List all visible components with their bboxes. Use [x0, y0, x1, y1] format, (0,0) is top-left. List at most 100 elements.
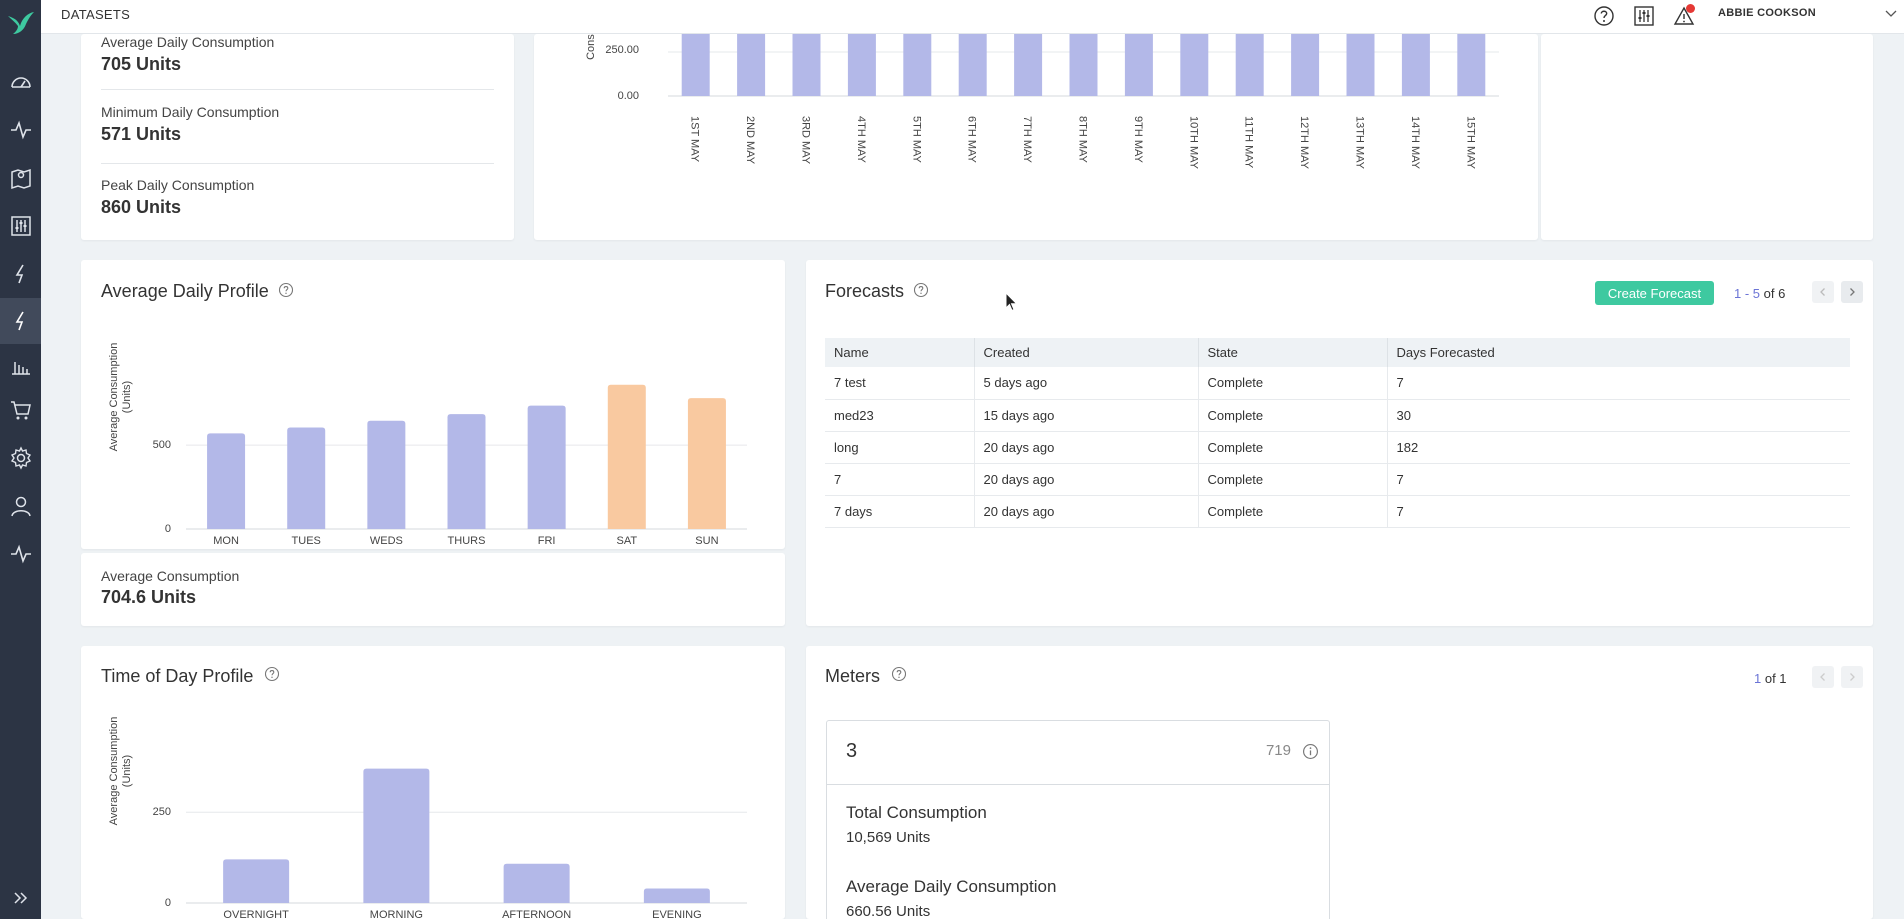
help-circle-icon[interactable] — [913, 282, 929, 298]
y-tick-label: 0 — [165, 523, 171, 535]
sliders-settings-icon[interactable] — [1632, 4, 1656, 28]
card-title: Time of Day Profile — [101, 666, 254, 686]
chart-bar — [1457, 34, 1486, 96]
column-header-state[interactable]: State — [1198, 338, 1388, 367]
lightning-icon[interactable] — [0, 298, 41, 344]
x-tick-label: 6TH MAY — [966, 116, 978, 164]
table-row[interactable]: 7 test 5 days ago Complete 7 — [825, 367, 1850, 400]
meter-card-header: 3 719 — [827, 721, 1329, 785]
cell-days: 7 — [1387, 463, 1850, 496]
shopping-cart-icon[interactable] — [4, 390, 37, 430]
y-tick-label: 500 — [153, 439, 171, 451]
y-axis-label-line: Average Consumption — [108, 343, 120, 452]
pager-total: of 6 — [1760, 286, 1786, 301]
x-tick-label: 3RD MAY — [800, 116, 812, 165]
x-tick-label: 4TH MAY — [855, 116, 867, 164]
stat-value: 571 Units — [101, 124, 182, 144]
user-icon[interactable] — [4, 486, 37, 526]
help-circle-icon[interactable] — [278, 282, 294, 298]
x-tick-label: 12TH MAY — [1298, 116, 1310, 170]
daily-consumption-card: 250.00 0.00 Consu 1ST MAY 2ND MAY 3RD MAY 4TH … — [534, 28, 1538, 240]
help-icon[interactable] — [1592, 4, 1616, 28]
chevron-left-icon — [1820, 288, 1825, 296]
chart-bar — [1346, 34, 1375, 96]
x-tick-label: SUN — [695, 535, 718, 547]
info-icon[interactable] — [1302, 743, 1319, 760]
alert-warning-icon[interactable] — [1672, 4, 1696, 28]
chart-bar — [1291, 34, 1320, 96]
cell-name: 7 — [825, 463, 975, 496]
bird-logo-icon[interactable] — [6, 10, 36, 36]
help-circle-icon[interactable] — [891, 666, 907, 682]
x-tick-label: TUES — [292, 535, 321, 547]
chart-bar — [1069, 34, 1098, 96]
activity-pulse-icon[interactable] — [4, 534, 37, 574]
prev-page-button[interactable] — [1812, 281, 1834, 303]
stat-label: Average Consumption — [101, 568, 240, 584]
time-of-day-profile-card: Time of Day Profile 0 250 Average Consumpt… — [81, 646, 785, 919]
chart-bar — [503, 863, 570, 903]
cell-created: 20 days ago — [974, 431, 1199, 464]
prev-page-button[interactable] — [1812, 666, 1834, 688]
cell-created: 5 days ago — [974, 367, 1199, 400]
chevron-down-icon[interactable] — [1884, 7, 1898, 21]
user-menu[interactable]: ABBIE COOKSON — [1718, 7, 1817, 19]
sliders-icon[interactable] — [4, 206, 37, 246]
y-axis-label: Average Consumption (Units) — [108, 717, 133, 826]
column-header-name[interactable]: Name — [825, 338, 975, 367]
table-row[interactable]: 7 20 days ago Complete 7 — [825, 463, 1850, 496]
pager-current: 1 — [1754, 671, 1762, 686]
x-tick-label: 8TH MAY — [1077, 116, 1089, 164]
cell-state: Complete — [1198, 367, 1388, 400]
chart-bar — [223, 859, 290, 903]
meter-name: 3 — [846, 740, 858, 762]
chart-bar — [447, 414, 486, 529]
cell-days: 7 — [1387, 367, 1850, 400]
x-tick-label: THURS — [448, 535, 486, 547]
chart-bar — [207, 433, 246, 529]
pager-start: 1 — [1734, 286, 1742, 301]
card-title: Meters — [825, 666, 881, 686]
dashboard-gauge-icon[interactable] — [4, 62, 37, 102]
activity-pulse-icon[interactable] — [4, 110, 37, 150]
chart-bar — [1401, 34, 1430, 96]
table-row[interactable]: 7 days 20 days ago Complete 7 — [825, 495, 1850, 528]
x-tick-label: 14TH MAY — [1409, 116, 1421, 170]
chart-bar — [687, 398, 726, 529]
summary-stats-card: Average Daily Consumption 705 Units Mini… — [81, 34, 514, 240]
column-header-created[interactable]: Created — [974, 338, 1199, 367]
x-tick-label: 10TH MAY — [1187, 116, 1199, 170]
y-axis-label-line: (Units) — [121, 381, 133, 413]
x-tick-label: 13TH MAY — [1354, 116, 1366, 170]
weekday-bar-chart: 0 500 Average Consumption (Units) MON TUES WED… — [108, 343, 747, 547]
next-page-button[interactable] — [1841, 666, 1863, 688]
double-chevron-right-icon[interactable] — [4, 878, 37, 918]
table-row[interactable]: med23 15 days ago Complete 30 — [825, 399, 1850, 432]
bar-chart-icon[interactable] — [4, 346, 37, 386]
create-forecast-button[interactable]: Create Forecast — [1595, 281, 1714, 305]
table-row[interactable]: long 20 days ago Complete 182 — [825, 431, 1850, 464]
cell-created: 20 days ago — [974, 495, 1199, 528]
stat-label: Minimum Daily Consumption — [101, 104, 280, 120]
stat-item: Peak Daily Consumption 860 Units — [101, 177, 494, 233]
x-tick-label: FRI — [538, 535, 556, 547]
average-daily-consumption-value: 660.56 Units — [846, 903, 931, 919]
cell-state: Complete — [1198, 399, 1388, 432]
cell-days: 182 — [1387, 431, 1850, 464]
chart-bar — [363, 768, 430, 903]
y-tick-label: 0 — [165, 897, 171, 909]
gear-icon[interactable] — [4, 438, 37, 478]
help-circle-icon[interactable] — [264, 666, 280, 682]
next-page-button[interactable] — [1841, 281, 1863, 303]
chart-bar — [681, 34, 710, 96]
map-pin-icon[interactable] — [4, 158, 37, 198]
column-header-days[interactable]: Days Forecasted — [1387, 338, 1850, 367]
stat-value: 705 Units — [101, 54, 182, 74]
lightning-icon[interactable] — [4, 254, 37, 294]
chart-bar — [792, 34, 821, 96]
total-consumption-value: 10,569 Units — [846, 829, 931, 846]
chart-bar — [737, 34, 766, 96]
forecasts-table: Name Created State Days Forecasted 7 tes… — [825, 338, 1850, 528]
pager-total: of 1 — [1761, 671, 1787, 686]
meter-card[interactable]: 3 719 Total Consumption 10,569 Units Ave… — [826, 720, 1330, 919]
